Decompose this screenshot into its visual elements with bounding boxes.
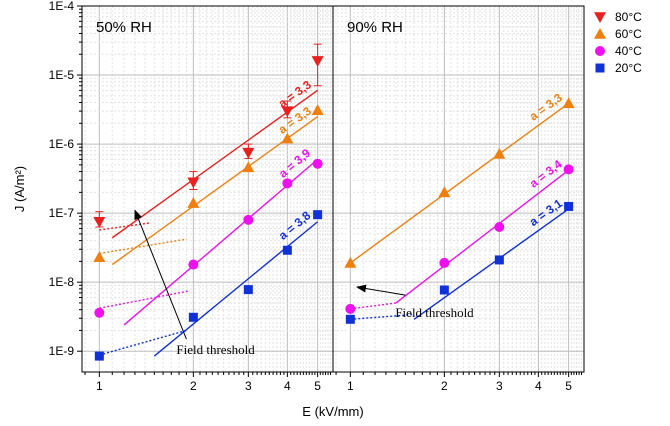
threshold-line [99,238,187,255]
x-tick-label: 4 [284,379,291,393]
data-point [494,221,505,232]
x-axis-title: E (kV/mm) [302,404,363,419]
data-point [493,147,506,159]
x-tick-label: 3 [245,379,252,393]
x-tick-label: 3 [496,379,503,393]
data-point [188,259,199,270]
data-point [93,251,106,262]
data-point [281,106,294,118]
y-tick-label: 1E-6 [49,137,75,151]
slope-label: a = 3,3 [276,77,315,110]
panel-title: 90% RH [347,19,403,36]
y-tick-label: 1E-9 [49,344,75,358]
fit-line [413,208,570,320]
legend-marker [595,63,605,73]
data-point [243,214,254,225]
legend-marker [594,28,606,39]
legend-entry: 60°C [594,27,642,41]
legend-entry: 80°C [594,10,642,24]
x-tick-label: 4 [535,379,542,393]
y-tick-label: 1E-5 [49,68,75,82]
threshold-line [350,313,415,320]
data-point [93,216,106,228]
annotation-text: Field threshold [395,305,474,320]
legend-marker [594,12,606,23]
x-axis: 1 2 3 4 5 [84,372,332,393]
slope-label: a = 3,4 [527,157,565,191]
fit-line [111,89,319,239]
data-point [438,186,451,198]
data-point [345,303,356,314]
data-point [242,161,255,173]
panel-frame [332,5,585,373]
data-point [311,104,324,115]
legend-label: 20°C [615,61,642,75]
data-point [281,132,294,144]
data-point [345,314,355,324]
x-tick-label: 5 [314,379,321,393]
x-axis: 1 2 3 4 5 [335,372,583,393]
annotation-arrow [355,284,406,296]
data-point [313,210,323,220]
y-tick-label: 1E-8 [49,275,75,289]
data-point [94,351,104,361]
data-point [243,285,253,295]
data-point [188,312,198,322]
slope-label: a = 3,3 [527,90,565,123]
y-tick-label: 1E-4 [49,0,75,13]
grid [82,5,333,372]
y-axis-title: J (A/m²) [12,166,27,212]
data-point [187,197,200,208]
data-point [562,97,575,109]
data-point [242,147,255,159]
x-tick-label: 2 [441,379,448,393]
x-tick-label: 1 [347,379,354,393]
legend-entry: 40°C [595,44,642,58]
data-point [282,178,293,189]
legend-label: 80°C [615,10,642,24]
threshold-line [99,329,187,356]
x-tick-label: 5 [565,379,572,393]
data-point [439,285,449,295]
data-point [282,245,292,255]
annotation-text: Field threshold [176,342,255,357]
plot-panels: 1 2 3 4 550% RHa = 3,3a = 3,3a = 3,9a = 3,8F… [81,5,585,393]
panel-frame [81,5,334,373]
panel-title: 50% RH [96,19,152,36]
panel-1: 1 2 3 4 550% RHa = 3,3a = 3,3a = 3,9a = 3,8F… [81,5,334,393]
data-point [494,255,504,265]
annotation-arrow [134,209,187,340]
legend-marker [595,46,605,56]
threshold-line [99,222,150,231]
data-point [94,307,105,318]
data-point [439,257,450,268]
grid [333,5,584,372]
legend-entry: 20°C [595,61,642,75]
fit-line [349,102,570,264]
data-point [344,256,357,268]
data-point [564,201,574,211]
legend-label: 60°C [615,27,642,41]
legend-label: 40°C [615,44,642,58]
data-point [311,56,324,67]
data-point [312,158,323,169]
fit-line [153,221,319,357]
x-tick-label: 2 [190,379,197,393]
legend: 80°C 60°C 40°C 20°C [594,10,642,75]
data-point [563,164,574,175]
x-tick-label: 1 [96,379,103,393]
fit-line [395,169,570,304]
data-point [187,177,200,189]
y-tick-label: 1E-7 [49,206,75,220]
series-20c: a = 3,8 [94,208,323,361]
y-axis: 1E-9 1E-8 1E-7 1E-6 1E-5 1E-4 [49,0,82,358]
threshold-line [350,302,397,310]
threshold-line [99,290,191,309]
